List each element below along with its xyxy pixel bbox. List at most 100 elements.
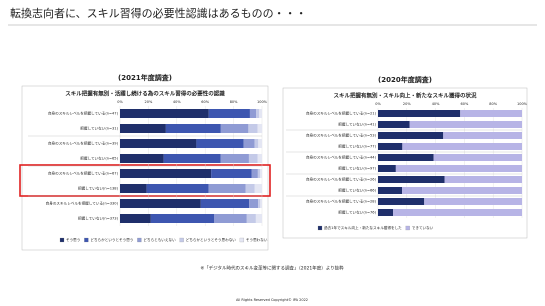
bar-segment: [409, 121, 522, 128]
bar-segment: [460, 110, 522, 117]
x-tick-label: 40%: [432, 102, 440, 106]
bar-segment: [249, 199, 259, 208]
bar-segment: [378, 110, 461, 117]
bar-segment: [424, 198, 522, 205]
chart-title: スキル把握有無別・スキル向上・新たなスキル獲得の状況: [333, 92, 477, 100]
bar-segment: [146, 184, 209, 193]
x-tick-label: 80%: [230, 100, 238, 104]
bar-segment: [211, 169, 252, 178]
row-label: 自身のスキルレベルを把握している(n=26): [306, 177, 377, 182]
bar-segment: [165, 124, 221, 133]
bar-segment: [196, 139, 244, 148]
bar-segment: [378, 165, 396, 172]
bar-segment: [402, 187, 522, 194]
bar-segment: [378, 143, 403, 150]
row-label: 自身のスキルレベルを把握している(n=53): [306, 133, 377, 138]
legend-swatch: [179, 237, 184, 243]
x-tick-label: 100%: [257, 100, 268, 104]
bar-segment: [260, 199, 262, 208]
legend-swatch: [59, 237, 65, 243]
bar-segment: [120, 139, 197, 148]
bar-segment: [255, 214, 262, 223]
bar-segment: [120, 169, 212, 178]
row-label: 把握していない(n=65): [80, 156, 118, 161]
row-label: 自身のスキルレベルを把握している(n=47): [48, 111, 119, 116]
panel: [282, 87, 528, 239]
bar-segment: [258, 139, 262, 148]
bar-segment: [248, 124, 258, 133]
legend-label: 過去1年でスキル向上・新たなスキル獲得をした: [324, 225, 402, 230]
bar-segment: [395, 165, 522, 172]
chart-subtitle: (2020年度調査): [378, 75, 432, 84]
bar-segment: [378, 187, 403, 194]
bar-segment: [120, 184, 147, 193]
bar-segment: [378, 154, 434, 161]
row-label: 把握していない(n=373): [78, 216, 119, 221]
bar-segment: [120, 199, 201, 208]
legend-label: そう思う: [66, 237, 80, 242]
bar-segment: [256, 109, 260, 118]
bar-segment: [243, 139, 255, 148]
bar-segment: [378, 132, 444, 139]
bar-segment: [433, 154, 522, 161]
bar-segment: [402, 143, 522, 150]
bar-segment: [200, 199, 250, 208]
bar-segment: [254, 184, 262, 193]
bar-segment: [260, 169, 262, 178]
legend-swatch: [84, 237, 89, 243]
legend-swatch: [405, 225, 410, 231]
bar-segment: [248, 154, 258, 163]
x-tick-label: 40%: [173, 100, 181, 104]
legend-swatch: [239, 237, 245, 243]
legend-label: どちらともいえない: [143, 237, 176, 242]
bar-segment: [444, 176, 522, 183]
bar-segment: [208, 109, 250, 118]
row-label: 自身のスキルレベルを把握している(n=28): [306, 199, 377, 204]
row-label: 自身のスキルレベルを把握している(n=44): [306, 155, 377, 160]
bar-segment: [443, 132, 522, 139]
bar-segment: [378, 209, 394, 216]
bar-segment: [220, 124, 249, 133]
x-tick-label: 20%: [145, 100, 153, 104]
bar-segment: [378, 198, 425, 205]
bar-segment: [378, 121, 410, 128]
bar-segment: [249, 109, 257, 118]
x-tick-label: 20%: [403, 102, 411, 106]
bar-segment: [257, 124, 263, 133]
legend-label: どちらかというとそう思う: [90, 237, 133, 242]
footer: All Rights Reserved Copyright© IPA 2022: [236, 298, 308, 302]
bar-segment: [258, 199, 261, 208]
row-label: 把握していない(n=66): [338, 188, 376, 193]
bar-segment: [163, 154, 221, 163]
x-tick-label: 0%: [117, 100, 123, 104]
panel: [21, 85, 269, 251]
x-tick-label: 0%: [375, 102, 381, 106]
bar-segment: [254, 139, 259, 148]
bar-segment: [120, 154, 164, 163]
bar-segment: [220, 154, 249, 163]
x-tick-label: 80%: [489, 102, 497, 106]
row-label: 把握していない(n=138): [78, 186, 119, 191]
footnote: ※「デジタル時代のスキル変革等に関する調査」（2021年度）より抜粋: [200, 265, 344, 272]
row-label: 自身のスキルレベルを把握している(n=39): [48, 141, 119, 146]
chart-subtitle: (2021年度調査): [118, 73, 172, 82]
x-tick-label: 60%: [461, 102, 469, 106]
row-label: 把握していない(n=41): [338, 122, 376, 127]
bar-segment: [120, 124, 166, 133]
row-label: 把握していない(n=76): [338, 210, 376, 215]
bar-segment: [378, 176, 445, 183]
x-tick-label: 60%: [201, 100, 209, 104]
legend-swatch: [317, 225, 323, 231]
bar-segment: [393, 209, 522, 216]
legend-label: どちらかというとそう思わない: [186, 237, 237, 242]
bar-segment: [214, 214, 247, 223]
bar-segment: [245, 184, 255, 193]
legend-label: そう思わない: [246, 237, 268, 242]
row-label: 把握していない(n=97): [338, 166, 376, 171]
bar-segment: [120, 214, 151, 223]
bar-segment: [259, 109, 262, 118]
legend-label: できていない: [412, 225, 434, 230]
bar-segment: [208, 184, 246, 193]
row-label: 把握していない(n=31): [80, 126, 118, 131]
